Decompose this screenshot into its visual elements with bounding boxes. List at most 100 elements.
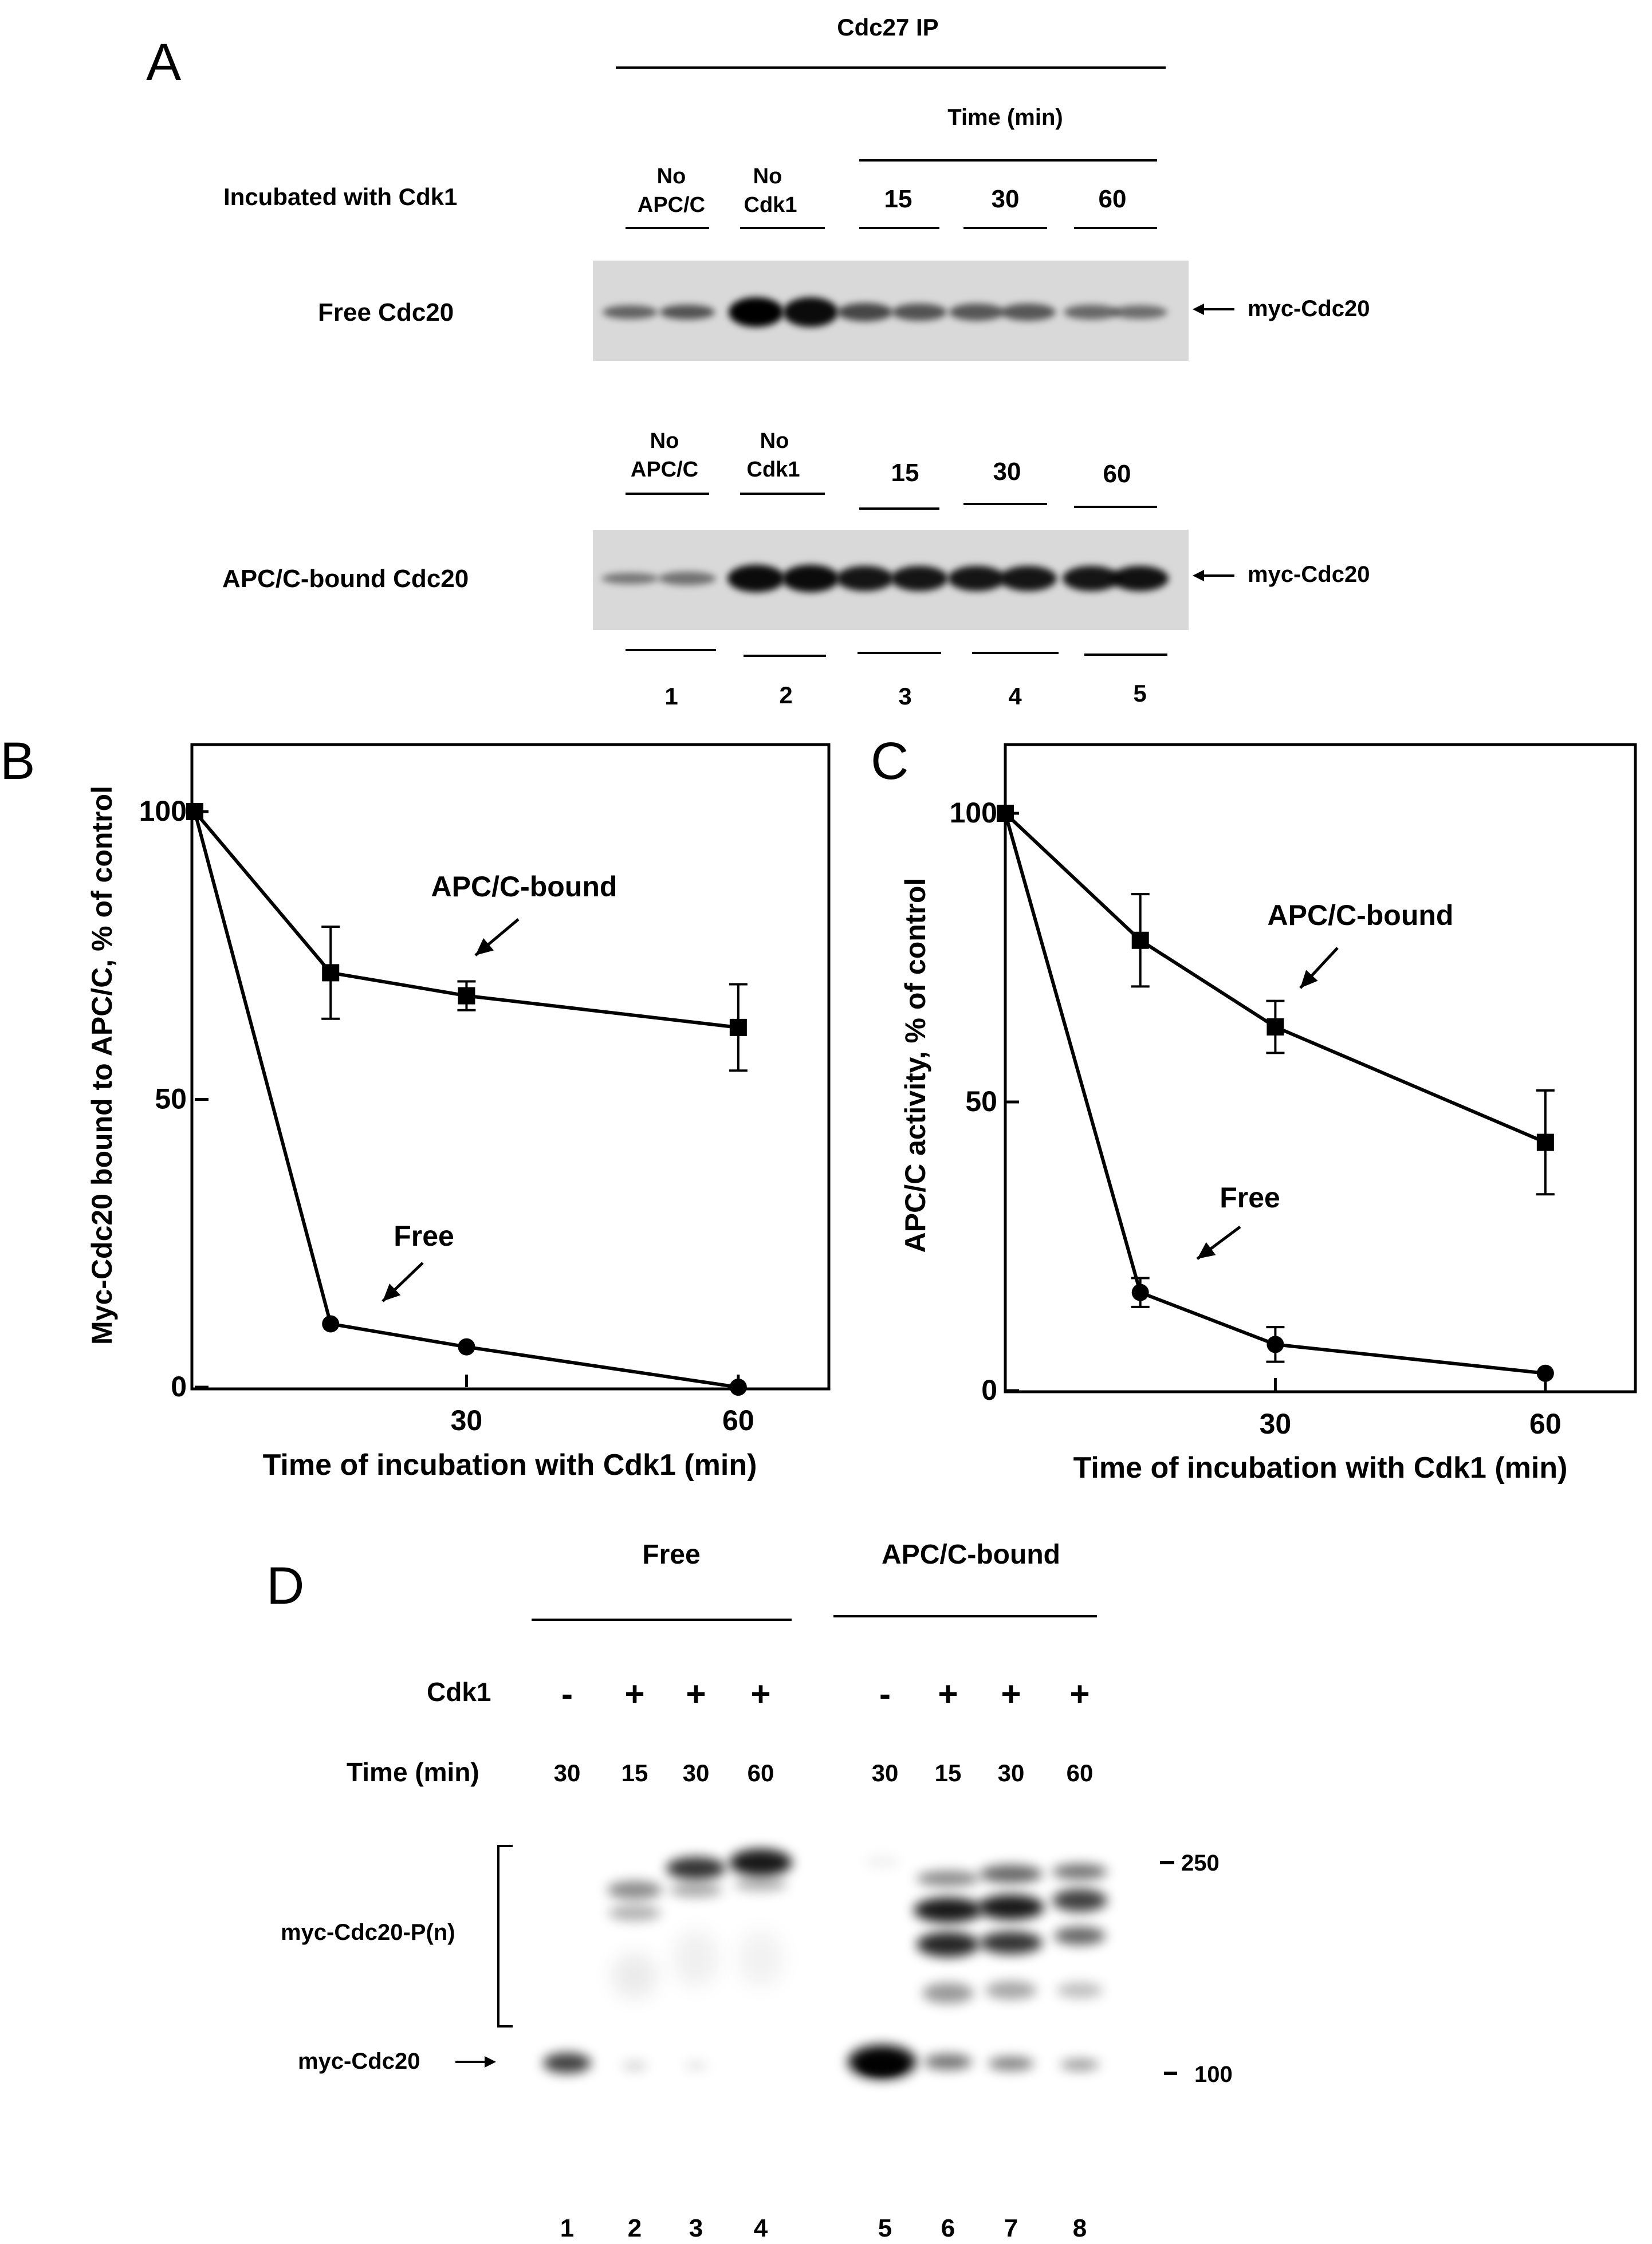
blot-d-background <box>518 1827 1137 2194</box>
cdk1-sign: + <box>938 1675 958 1713</box>
lane-number: 3 <box>898 683 911 710</box>
col-time-30: 30 <box>993 458 1021 486</box>
blot-band <box>670 1883 722 1897</box>
blot-band <box>1052 1864 1107 1880</box>
blot2-band-label: myc-Cdc20 <box>1248 562 1370 587</box>
blot1-label: Free Cdc20 <box>318 298 454 326</box>
lane-number: 5 <box>878 2214 892 2242</box>
blot-band <box>980 1865 1043 1883</box>
time-value: 60 <box>1067 1759 1094 1786</box>
cdc27-ip-header: Cdc27 IP <box>837 14 938 41</box>
y-tick-label: 0 <box>981 1374 997 1406</box>
col-no-apc-line1: No <box>657 164 686 188</box>
blot-band <box>1054 1927 1106 1945</box>
panel-a-letter: A <box>146 33 182 92</box>
chart-c-ylabel: APC/C activity, % of control <box>899 878 931 1253</box>
lane-number: 6 <box>941 2214 955 2242</box>
lane-number: 3 <box>689 2214 703 2242</box>
x-tick-label: 30 <box>451 1404 483 1436</box>
blot-d <box>518 1827 1137 2194</box>
group-bound-label: APC/C-bound <box>882 1540 1060 1570</box>
annotation-arrowhead <box>383 1284 401 1301</box>
lane-number: 1 <box>560 2214 574 2242</box>
blot-band <box>608 1905 661 1921</box>
lane-number: 1 <box>664 683 678 710</box>
time-header: Time (min) <box>947 105 1063 130</box>
blot-band <box>980 1931 1043 1954</box>
series-line-apc-bound <box>193 810 739 1029</box>
data-point-circle <box>1536 1364 1554 1382</box>
blot-band <box>727 565 785 592</box>
blot-band <box>865 1855 899 1868</box>
phospho-label: myc-Cdc20-P(n) <box>281 1920 455 1945</box>
x-tick-label: 30 <box>1260 1408 1292 1440</box>
data-point-square <box>1266 1018 1284 1036</box>
col-headers-bottom: No APC/C No Cdk1 15 30 60 <box>626 429 1157 510</box>
col-no-apc-line2: APC/C <box>631 458 698 482</box>
blot-band <box>607 1881 662 1899</box>
annotation-arrowhead <box>475 938 494 955</box>
y-tick-label: 50 <box>965 1085 997 1117</box>
blot-band <box>734 1877 787 1891</box>
data-point-circle <box>997 805 1014 822</box>
blot-band <box>837 303 892 321</box>
blot-band <box>1001 304 1056 321</box>
blot-band <box>601 573 659 584</box>
blot-band <box>1063 566 1120 591</box>
data-point-square <box>458 987 475 1005</box>
y-tick-label: 100 <box>950 797 997 829</box>
panel-c: C 0 50 100 30 60 APC/C-bound Free APC/C activi… <box>871 732 1637 1485</box>
lane-number: 8 <box>1073 2214 1087 2242</box>
data-point-circle <box>458 1338 475 1356</box>
col-no-cdk1-line1: No <box>760 429 789 453</box>
blot-band <box>978 1895 1044 1920</box>
col-no-cdk1-line2: Cdk1 <box>747 458 800 482</box>
chart-c-xlabel: Time of incubation with Cdk1 (min) <box>1073 1451 1568 1485</box>
panel-b-letter: B <box>0 732 35 790</box>
unphospho-label: myc-Cdc20 <box>298 2049 420 2074</box>
blot-band <box>1060 2059 1099 2070</box>
blot-free-cdc20 <box>593 261 1189 361</box>
blot-band <box>985 1981 1037 1999</box>
lane-number: 7 <box>1004 2214 1018 2242</box>
cdk1-sign: - <box>561 1675 573 1713</box>
blot-band <box>1000 566 1057 591</box>
blot-band <box>603 305 658 319</box>
mw-100: 100 <box>1194 2062 1233 2087</box>
blot-band <box>914 1897 982 1923</box>
group-free-label: Free <box>642 1540 700 1570</box>
annotation-arrowhead <box>1300 970 1318 988</box>
blot1-arrowhead <box>1193 304 1204 315</box>
series-annotation: APC/C-bound <box>1268 899 1454 931</box>
col-time-15: 15 <box>891 459 919 487</box>
time-value: 15 <box>935 1759 962 1786</box>
panel-d-letter: D <box>266 1557 304 1615</box>
annotation-arrowhead <box>1197 1242 1216 1259</box>
time-value: 15 <box>622 1759 648 1786</box>
blot-band <box>948 566 1005 591</box>
blot-band <box>892 304 947 321</box>
blot-band <box>612 1953 658 1999</box>
col-time-15: 15 <box>884 185 912 213</box>
panel-a: A Cdc27 IP Time (min) Incubated with Cdk… <box>146 14 1370 710</box>
blot-band <box>783 297 838 327</box>
chart-b-xlabel: Time of incubation with Cdk1 (min) <box>263 1448 757 1482</box>
blot-band <box>922 1983 974 2003</box>
series-annotation: Free <box>394 1220 454 1252</box>
time-value: 30 <box>683 1759 710 1786</box>
blot-band <box>836 566 894 591</box>
data-point-square <box>1131 931 1149 949</box>
panel-c-letter: C <box>871 732 908 790</box>
blot-band <box>988 2057 1034 2070</box>
unphospho-arrowhead <box>485 2056 496 2068</box>
blot-band <box>1052 1889 1107 1912</box>
blot2-bands <box>601 565 1169 592</box>
blot-apc-bound-cdc20 <box>593 530 1189 630</box>
blot-band <box>666 1857 726 1880</box>
data-point-square <box>322 964 340 982</box>
blot-band <box>543 2053 591 2073</box>
blot-band <box>1057 1982 1103 1998</box>
data-point-square <box>729 1018 747 1036</box>
col-no-cdk1-line1: No <box>753 164 782 188</box>
